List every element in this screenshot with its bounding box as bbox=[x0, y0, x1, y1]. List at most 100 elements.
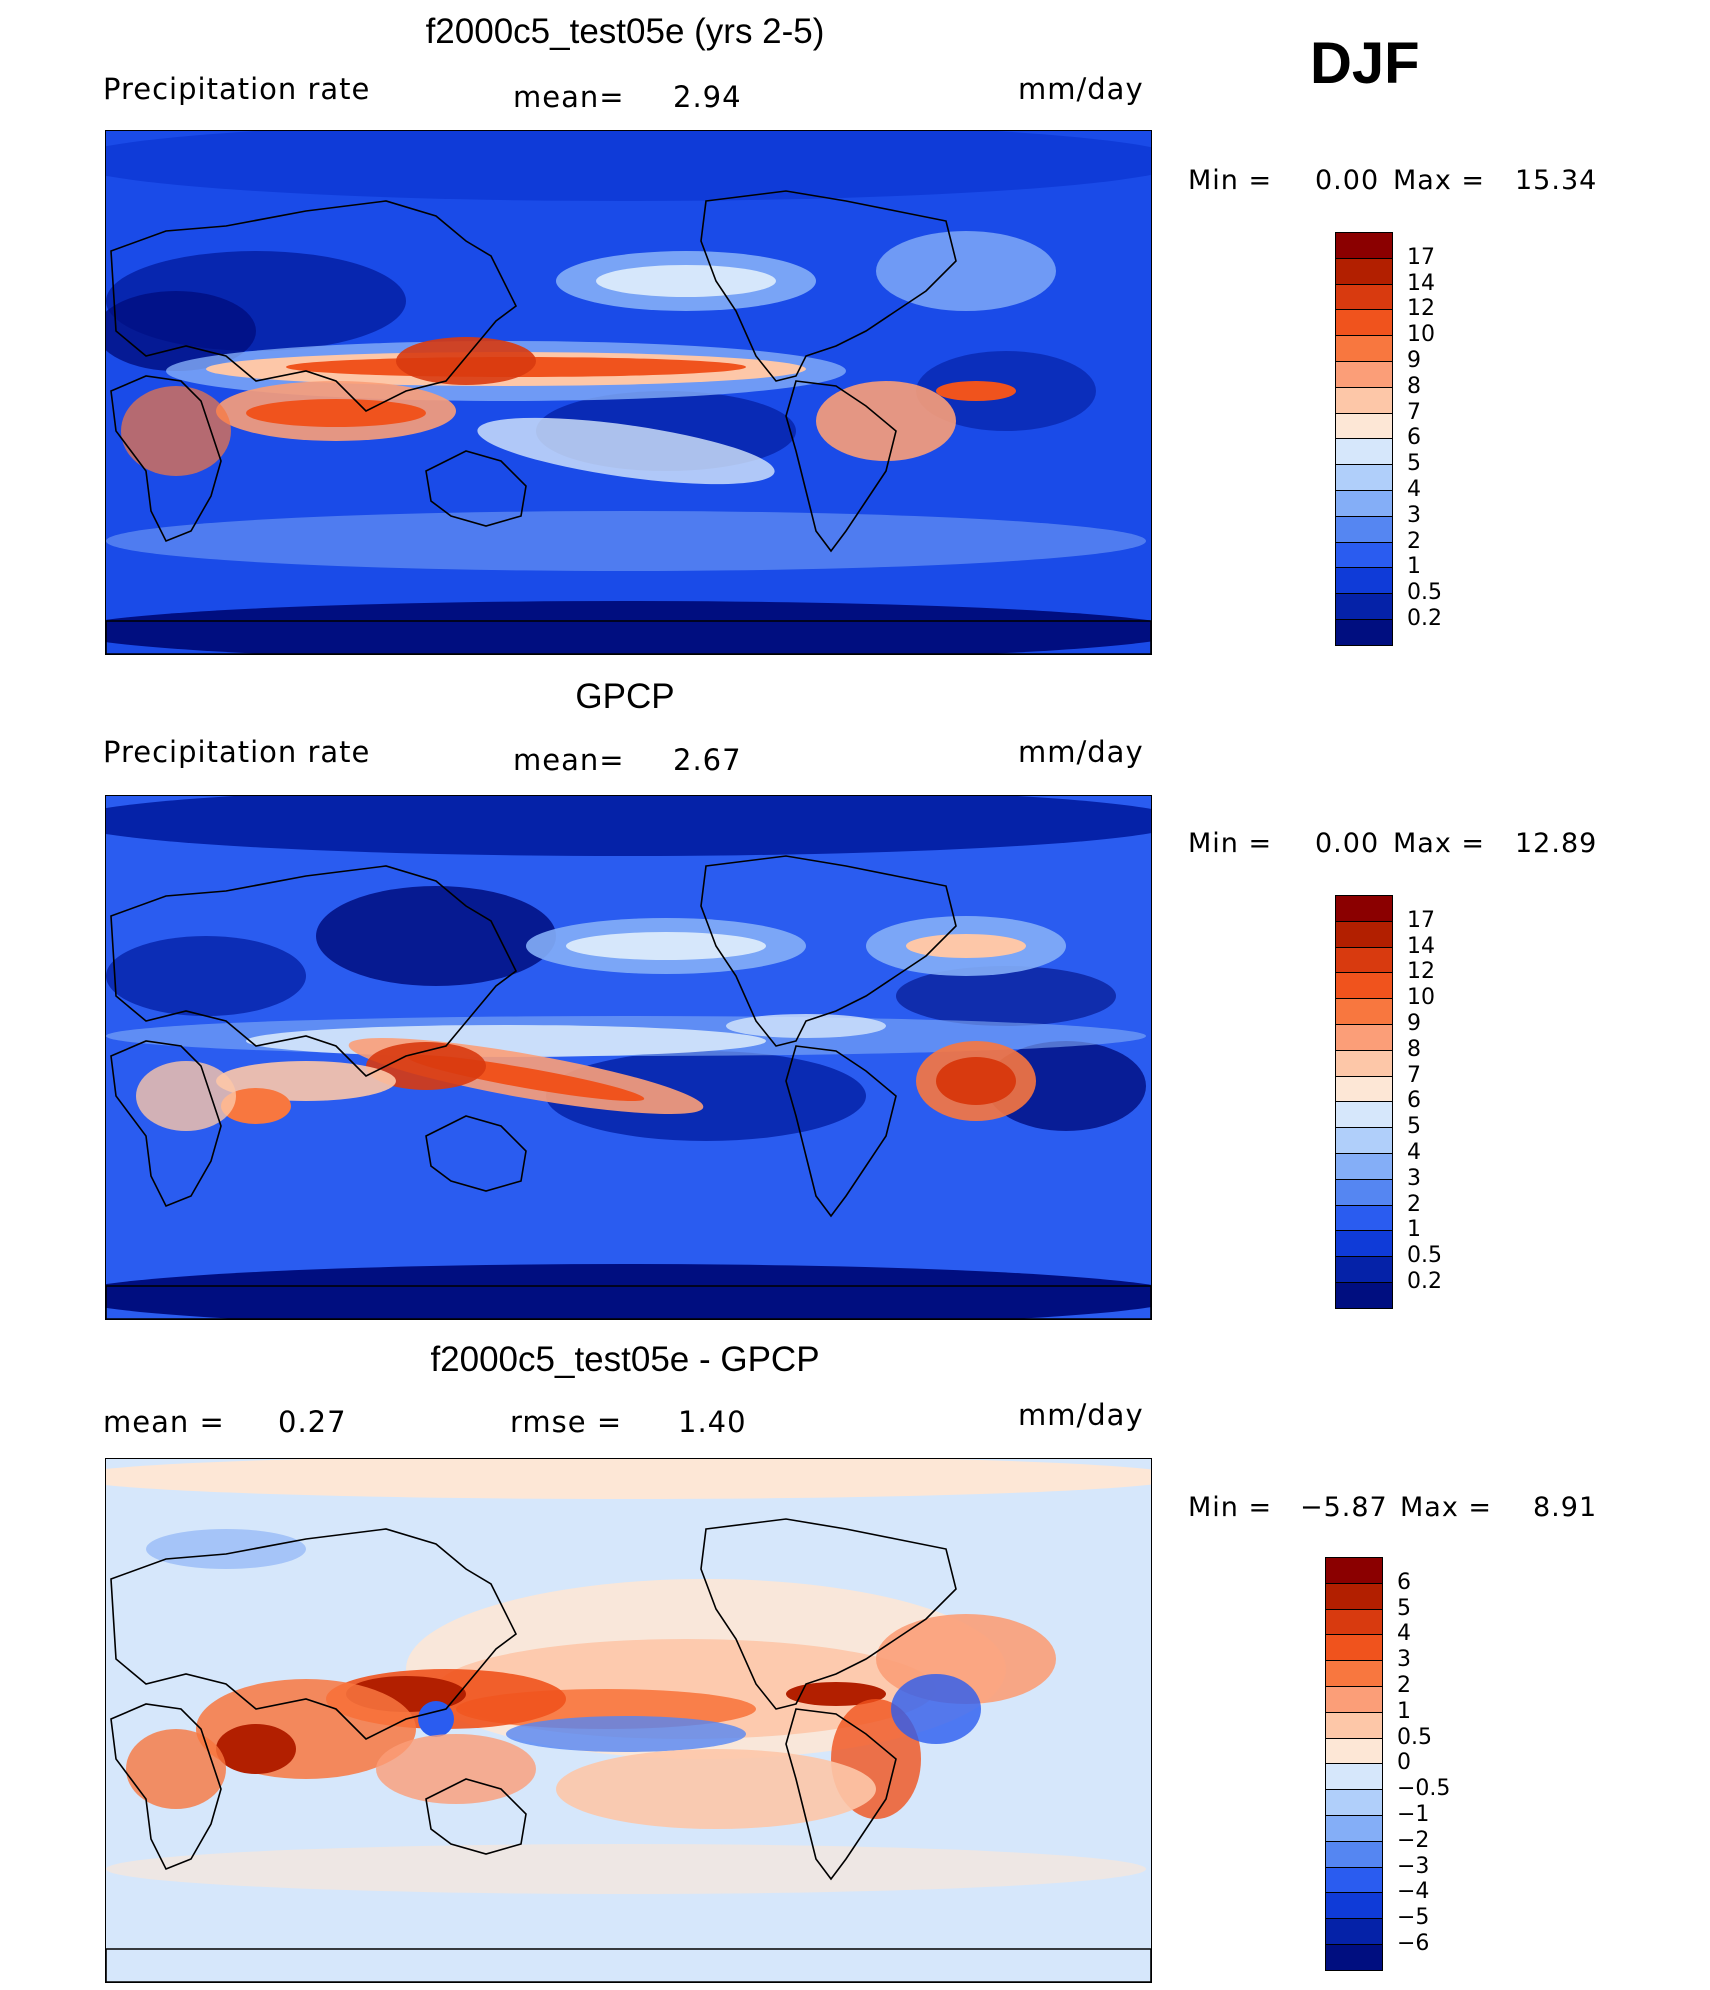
coastline bbox=[106, 1948, 1151, 1982]
field-region bbox=[106, 796, 1151, 856]
field-region bbox=[786, 1682, 886, 1706]
colorbar-tick-label: 1 bbox=[1407, 1217, 1421, 1243]
colorbar-swatch bbox=[1335, 464, 1393, 491]
field-region bbox=[366, 1042, 486, 1090]
panel-2-max-value: 12.89 bbox=[1515, 828, 1598, 859]
panel-1-max-value: 15.34 bbox=[1515, 165, 1598, 196]
panel-3-min-label: Min = bbox=[1188, 1492, 1273, 1523]
colorbar-tick-label: 2 bbox=[1407, 528, 1421, 554]
colorbar-tick-label: 14 bbox=[1407, 270, 1435, 296]
colorbar-swatch bbox=[1335, 567, 1393, 595]
panel-2-mean-value: 2.67 bbox=[673, 743, 742, 777]
colorbar-tick-label: −4 bbox=[1397, 1879, 1430, 1905]
colorbar-tick-label: 3 bbox=[1407, 1165, 1421, 1191]
panel-1-map bbox=[105, 130, 1152, 655]
colorbar-swatch bbox=[1335, 593, 1393, 620]
field-region bbox=[106, 936, 306, 1016]
coastline bbox=[425, 450, 527, 527]
colorbar-tick-label: 1 bbox=[1407, 554, 1421, 580]
panel-2-map bbox=[105, 795, 1152, 1320]
colorbar-swatch bbox=[1325, 1737, 1383, 1765]
colorbar-tick-label: 1 bbox=[1397, 1698, 1411, 1724]
colorbar-swatch bbox=[1335, 1049, 1393, 1077]
field-region bbox=[477, 417, 775, 485]
field-region bbox=[136, 1061, 236, 1131]
field-region bbox=[216, 1724, 296, 1774]
coastline bbox=[700, 190, 957, 382]
colorbar-swatch bbox=[1335, 1256, 1393, 1283]
colorbar-swatch bbox=[1335, 1204, 1393, 1232]
colorbar-swatch bbox=[1335, 972, 1393, 1000]
field-region bbox=[316, 886, 556, 986]
panel-3-max-label: Max = bbox=[1400, 1492, 1493, 1523]
colorbar-swatch bbox=[1335, 1178, 1393, 1206]
panel-2-min-value: 0.00 bbox=[1315, 828, 1380, 859]
colorbar-tick-label: 0.2 bbox=[1407, 606, 1442, 631]
colorbar-swatch bbox=[1335, 335, 1393, 362]
colorbar-tick-label: 0 bbox=[1397, 1750, 1411, 1776]
coastline bbox=[785, 1708, 897, 1881]
colorbar-tick-label: 6 bbox=[1407, 425, 1421, 451]
colorbar-tick-label: 6 bbox=[1407, 1088, 1421, 1114]
panel-3-map bbox=[105, 1458, 1152, 1983]
colorbar-swatch bbox=[1325, 1918, 1383, 1945]
panel-3-mean-label: mean = bbox=[103, 1405, 225, 1439]
field-region bbox=[596, 265, 776, 297]
panel-2-title: GPCP bbox=[575, 677, 675, 716]
gpcp-precip-map bbox=[106, 796, 1151, 1319]
field-region bbox=[106, 1264, 1151, 1319]
field-region bbox=[906, 934, 1026, 958]
colorbar-tick-label: 10 bbox=[1407, 322, 1435, 348]
field-region bbox=[876, 231, 1056, 311]
panel-2-units: mm/day bbox=[1018, 735, 1144, 769]
colorbar-tick-label: 17 bbox=[1407, 907, 1435, 933]
colorbar-tick-label: 0.5 bbox=[1397, 1724, 1432, 1750]
field-region bbox=[106, 291, 256, 371]
coastline bbox=[110, 375, 222, 543]
colorbar-tick-label: 6 bbox=[1397, 1569, 1411, 1595]
colorbar-swatch bbox=[1335, 1153, 1393, 1180]
colorbar-tick-label: −5 bbox=[1397, 1905, 1430, 1931]
colorbar-swatch bbox=[1335, 361, 1393, 388]
panel-3-mean-value: 0.27 bbox=[278, 1405, 347, 1439]
coastline bbox=[106, 1285, 1151, 1319]
field-region bbox=[936, 381, 1016, 401]
coastline bbox=[785, 1045, 897, 1218]
field-region bbox=[936, 1057, 1016, 1105]
field-region bbox=[121, 386, 231, 476]
panel-1-variable-label: Precipitation rate bbox=[103, 72, 371, 106]
panel-3-min-value: −5.87 bbox=[1300, 1492, 1388, 1523]
colorbar-swatch bbox=[1335, 895, 1393, 922]
colorbar-tick-label: 12 bbox=[1407, 959, 1435, 985]
panel-3-rmse-value: 1.40 bbox=[678, 1405, 747, 1439]
colorbar-tick-label: −3 bbox=[1397, 1853, 1430, 1879]
colorbar-swatch bbox=[1335, 1101, 1393, 1129]
field-region bbox=[546, 1051, 866, 1141]
colorbar-tick-label: 5 bbox=[1407, 451, 1421, 477]
coastline bbox=[110, 1528, 518, 1740]
season-label: DJF bbox=[1310, 31, 1420, 96]
colorbar-swatch bbox=[1335, 386, 1393, 414]
colorbar-swatch bbox=[1335, 1230, 1393, 1258]
panel-3-units: mm/day bbox=[1018, 1398, 1144, 1432]
difference-map bbox=[106, 1459, 1151, 1982]
field-region bbox=[891, 1674, 981, 1744]
field-region bbox=[246, 399, 426, 427]
field-region bbox=[126, 1729, 226, 1809]
field-region bbox=[376, 1734, 536, 1804]
colorbar-tick-label: 9 bbox=[1407, 1011, 1421, 1036]
colorbar-swatch bbox=[1335, 490, 1393, 517]
colorbar-swatch bbox=[1325, 1763, 1383, 1791]
colorbar-swatch bbox=[1325, 1789, 1383, 1816]
colorbar-swatch bbox=[1325, 1582, 1383, 1610]
colorbar-tick-label: 10 bbox=[1407, 985, 1435, 1011]
colorbar-tick-label: 0.5 bbox=[1407, 580, 1442, 606]
colorbar-swatch bbox=[1335, 1282, 1393, 1309]
field-region bbox=[556, 1749, 876, 1829]
colorbar-tick-label: 4 bbox=[1407, 477, 1421, 502]
colorbar-swatch bbox=[1335, 412, 1393, 440]
coastline bbox=[110, 1703, 222, 1871]
colorbar-tick-label: 14 bbox=[1407, 933, 1435, 959]
colorbar-swatch bbox=[1325, 1840, 1383, 1868]
coastline bbox=[700, 1518, 957, 1710]
